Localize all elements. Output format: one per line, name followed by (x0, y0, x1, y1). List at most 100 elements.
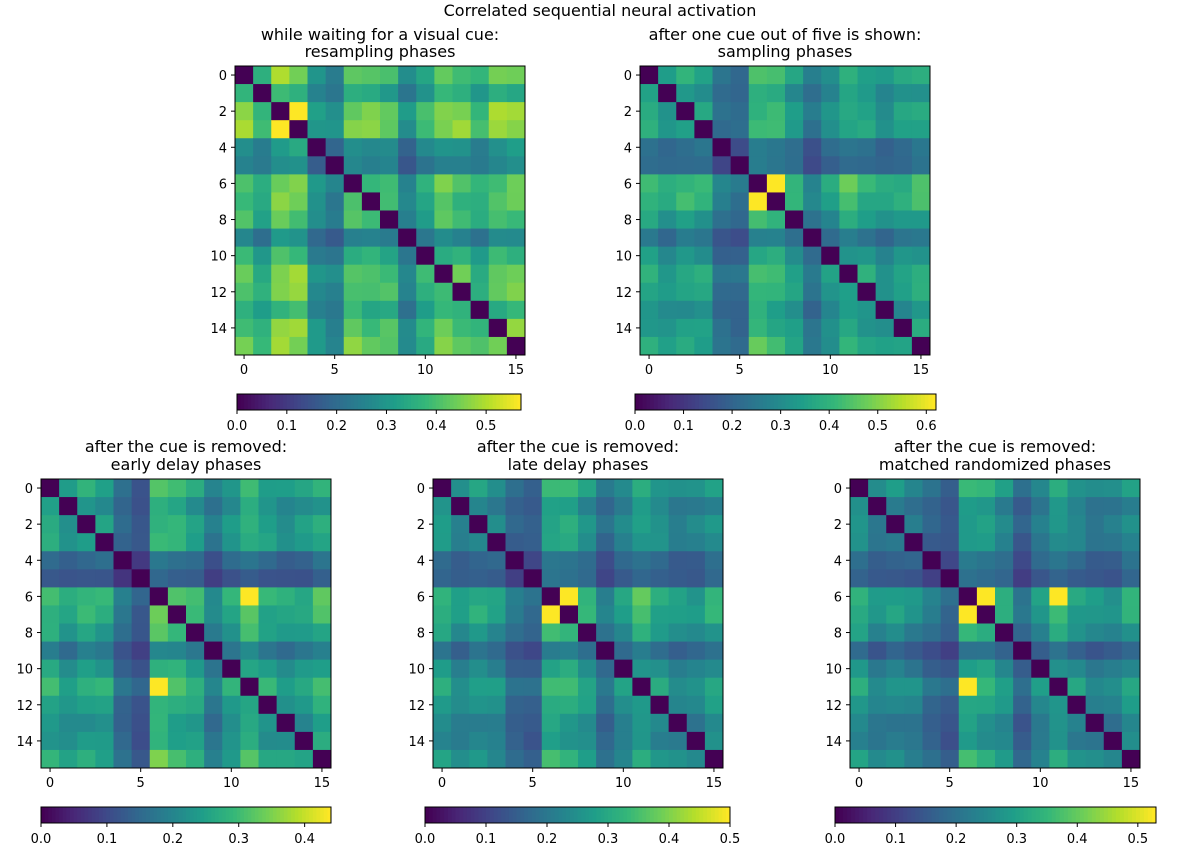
heatmap-cell (1121, 713, 1141, 733)
heatmap-cell (1049, 569, 1068, 588)
heatmap-cell (893, 84, 913, 103)
x-tick-label: 0 (855, 776, 863, 791)
heatmap-cell (312, 515, 332, 534)
heatmap-cell (258, 479, 278, 498)
heatmap-cell (470, 66, 490, 85)
heatmap-cell (1067, 695, 1087, 715)
heatmap-cell (596, 551, 615, 570)
colorbar-segment (1151, 807, 1157, 823)
heatmap-cell (658, 102, 677, 121)
heatmap-cell (289, 84, 308, 103)
colorbar-tick-label: 0.0 (31, 832, 52, 847)
colorbar-segment (634, 807, 639, 823)
heatmap-cell (113, 479, 133, 498)
heatmap-cell (821, 102, 840, 121)
heatmap-cell (167, 497, 187, 516)
colorbar-segment (294, 807, 299, 823)
heatmap-cell (167, 569, 187, 588)
colorbar-segment (470, 807, 476, 823)
heatmap-cell (95, 623, 114, 642)
heatmap-cell (995, 515, 1014, 534)
heatmap-cell (452, 300, 472, 320)
colorbar-segment (474, 394, 479, 410)
colorbar-segment (193, 807, 198, 823)
colorbar-segment (440, 807, 445, 823)
heatmap-cell (886, 659, 905, 679)
heatmap-cell (271, 84, 290, 103)
heatmap-cell (451, 479, 470, 498)
heatmap-cell (668, 569, 688, 588)
colorbar-tick-label: 0.4 (426, 419, 447, 434)
heatmap-cell (748, 192, 768, 211)
heatmap-cell (676, 318, 695, 338)
heatmap-cell (434, 174, 453, 193)
heatmap-cell (325, 66, 345, 85)
heatmap-cell (452, 228, 472, 248)
heatmap-cell (398, 192, 417, 211)
colorbar-segment (88, 807, 93, 823)
heatmap-cell (235, 156, 254, 175)
heatmap-cell (95, 587, 114, 606)
heatmap-cell (694, 246, 713, 266)
heatmap-cell (1031, 479, 1050, 498)
heatmap-cell (922, 623, 942, 642)
colorbar-segment (196, 807, 202, 823)
heatmap-cell (131, 695, 151, 715)
heatmap-cell (523, 587, 543, 606)
heatmap-cell (559, 497, 579, 516)
heatmap-cell (821, 138, 840, 157)
heatmap-cell (222, 713, 241, 733)
heatmap-cell (694, 336, 713, 356)
colorbar-segment (478, 807, 483, 823)
heatmap-panel: while waiting for a visual cue:resamplin… (210, 25, 526, 434)
heatmap-cell (1013, 605, 1032, 624)
colorbar-segment (951, 807, 956, 823)
heatmap-cell (222, 515, 241, 534)
colorbar-segment (935, 807, 940, 823)
heatmap-cell (149, 731, 169, 751)
colorbar-segment (699, 807, 704, 823)
heatmap-cell (704, 749, 724, 769)
y-tick-label: 0 (834, 482, 842, 497)
heatmap-cell (785, 102, 804, 121)
heatmap-cell (904, 497, 923, 516)
heatmap-cell (632, 731, 651, 751)
colorbar-segment (149, 807, 154, 823)
heatmap-cell (361, 138, 381, 157)
heatmap-cell (694, 228, 713, 248)
heatmap-cell (1067, 731, 1087, 751)
heatmap-cell (1103, 551, 1123, 570)
heatmap-cell (469, 713, 488, 733)
heatmap-cell (204, 533, 223, 552)
colorbar-segment (924, 394, 929, 410)
heatmap-cell (958, 605, 978, 624)
heatmap-cell (614, 497, 633, 516)
heatmap-cell (186, 569, 205, 588)
heatmap-cell (676, 300, 695, 320)
heatmap-cell (668, 731, 688, 751)
heatmap-cell (940, 551, 960, 570)
heatmap-cell (343, 102, 363, 121)
heatmap-cell (312, 479, 332, 498)
heatmap-cell (343, 210, 363, 229)
heatmap-cell (694, 84, 713, 103)
colorbar-segment (298, 807, 303, 823)
heatmap-cell (149, 497, 169, 516)
heatmap-cell (276, 677, 296, 697)
heatmap-cell (857, 84, 877, 103)
colorbar-segment (117, 807, 122, 823)
heatmap-cell (59, 533, 78, 552)
heatmap-cell (361, 84, 381, 103)
heatmap-cell (186, 479, 205, 498)
heatmap-cell (748, 318, 768, 338)
heatmap-cell (398, 66, 417, 85)
heatmap-cell (1013, 695, 1032, 715)
heatmap-cell (650, 623, 670, 642)
heatmap-cell (868, 587, 887, 606)
heatmap-cell (694, 210, 713, 229)
colorbar-segment (157, 807, 162, 823)
heatmap-cell (911, 102, 931, 121)
colorbar-segment (665, 394, 670, 410)
heatmap-cell (886, 515, 905, 534)
colorbar-segment (120, 807, 125, 823)
